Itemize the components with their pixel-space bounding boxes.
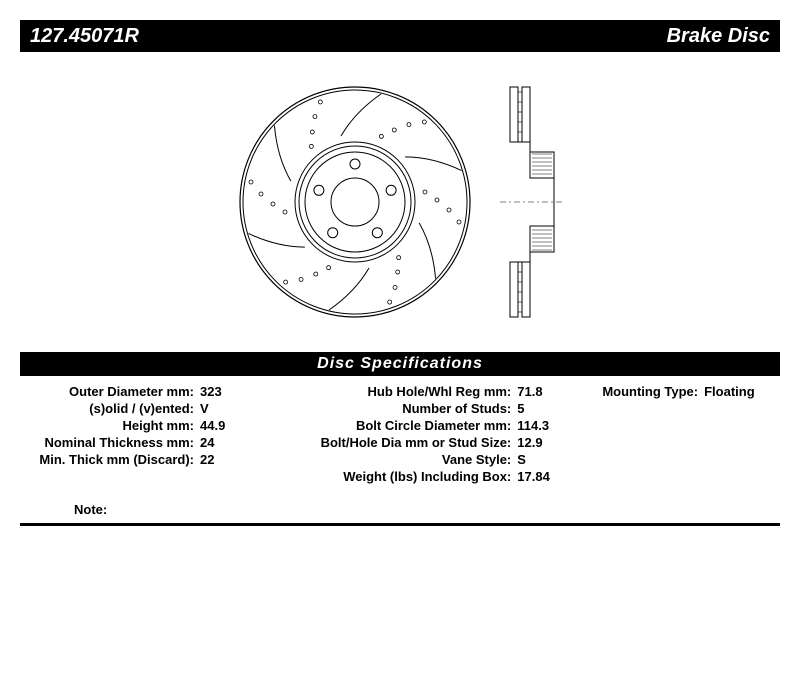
section-title: Disc Specifications <box>20 352 780 376</box>
spec-value: 5 <box>511 401 524 416</box>
spec-label: Bolt Circle Diameter mm: <box>281 418 511 433</box>
bottom-rule <box>20 523 780 526</box>
spec-label: Nominal Thickness mm: <box>24 435 194 450</box>
spec-value: 24 <box>194 435 214 450</box>
brake-disc-diagram <box>210 62 590 342</box>
spec-value: 114.3 <box>511 418 549 433</box>
spec-label: Min. Thick mm (Discard): <box>24 452 194 467</box>
product-type: Brake Disc <box>667 25 770 48</box>
spec-row: (s)olid / (v)ented:V <box>24 401 281 416</box>
spec-value: Floating <box>698 384 755 399</box>
spec-row: Hub Hole/Whl Reg mm:71.8 <box>281 384 578 399</box>
spec-row: Bolt Circle Diameter mm:114.3 <box>281 418 578 433</box>
front-view <box>240 87 470 317</box>
note-label: Note: <box>20 502 780 517</box>
spec-label: Number of Studs: <box>281 401 511 416</box>
specs-col-2: Hub Hole/Whl Reg mm:71.8Number of Studs:… <box>281 384 578 486</box>
spec-row: Outer Diameter mm:323 <box>24 384 281 399</box>
spec-value: 12.9 <box>511 435 542 450</box>
spec-value: 71.8 <box>511 384 542 399</box>
spec-row: Weight (lbs) Including Box:17.84 <box>281 469 578 484</box>
spec-label: (s)olid / (v)ented: <box>24 401 194 416</box>
specs-col-3: Mounting Type:Floating <box>578 384 776 486</box>
spec-label: Hub Hole/Whl Reg mm: <box>281 384 511 399</box>
spec-label: Weight (lbs) Including Box: <box>281 469 511 484</box>
spec-label: Vane Style: <box>281 452 511 467</box>
spec-row: Min. Thick mm (Discard):22 <box>24 452 281 467</box>
side-view <box>500 87 565 317</box>
specs-col-1: Outer Diameter mm:323(s)olid / (v)ented:… <box>24 384 281 486</box>
spec-row: Vane Style:S <box>281 452 578 467</box>
spec-value: 22 <box>194 452 214 467</box>
diagram-area <box>20 52 780 352</box>
spec-row: Bolt/Hole Dia mm or Stud Size:12.9 <box>281 435 578 450</box>
spec-row: Mounting Type:Floating <box>578 384 776 399</box>
spec-label: Mounting Type: <box>578 384 698 399</box>
spec-value: 323 <box>194 384 222 399</box>
header-bar: 127.45071R Brake Disc <box>20 20 780 52</box>
spec-label: Outer Diameter mm: <box>24 384 194 399</box>
part-number: 127.45071R <box>30 25 139 48</box>
spec-label: Bolt/Hole Dia mm or Stud Size: <box>281 435 511 450</box>
spec-value: 44.9 <box>194 418 225 433</box>
spec-label: Height mm: <box>24 418 194 433</box>
spec-row: Nominal Thickness mm:24 <box>24 435 281 450</box>
spec-value: V <box>194 401 209 416</box>
spec-value: S <box>511 452 526 467</box>
spec-row: Height mm:44.9 <box>24 418 281 433</box>
specs-table: Outer Diameter mm:323(s)olid / (v)ented:… <box>20 376 780 494</box>
spec-row: Number of Studs:5 <box>281 401 578 416</box>
spec-value: 17.84 <box>511 469 550 484</box>
